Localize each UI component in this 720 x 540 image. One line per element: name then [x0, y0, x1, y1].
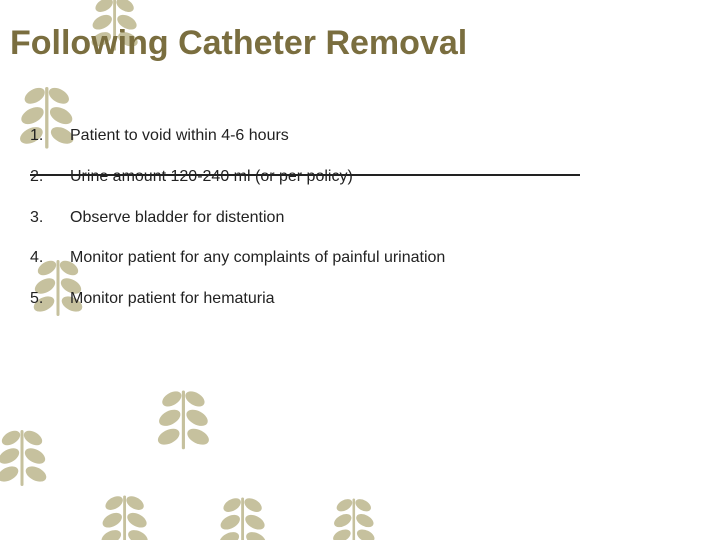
leaf-icon [216, 488, 269, 540]
list-item-number: 1. [30, 126, 70, 147]
list-item-number: 3. [30, 208, 70, 229]
list-item-number: 5. [30, 289, 70, 310]
list-item-number: 2. [30, 167, 70, 188]
leaf-icon [154, 380, 213, 456]
list-item: 3. Observe bladder for distention [30, 208, 445, 229]
leaf-icon [0, 420, 50, 492]
slide-title: Following Catheter Removal [10, 24, 467, 63]
list-item: 2. Urine amount 120-240 ml (or per polic… [30, 167, 445, 188]
list-item: 4. Monitor patient for any complaints of… [30, 248, 445, 269]
leaf-icon [98, 486, 151, 540]
list-item-text: Monitor patient for hematuria [70, 289, 445, 310]
numbered-list: 1. Patient to void within 4-6 hours 2. U… [30, 126, 445, 330]
list-item-number: 4. [30, 248, 70, 269]
list-item-text: Monitor patient for any complaints of pa… [70, 248, 445, 269]
list-item-text: Urine amount 120-240 ml (or per policy) [70, 167, 445, 188]
slide: Following Catheter Removal 1. Patient to… [0, 0, 720, 540]
list-item-text: Patient to void within 4-6 hours [70, 126, 445, 147]
list-item: 1. Patient to void within 4-6 hours [30, 126, 445, 147]
list-item-text: Observe bladder for distention [70, 208, 445, 229]
list-item: 5. Monitor patient for hematuria [30, 289, 445, 310]
leaf-icon [330, 490, 378, 540]
